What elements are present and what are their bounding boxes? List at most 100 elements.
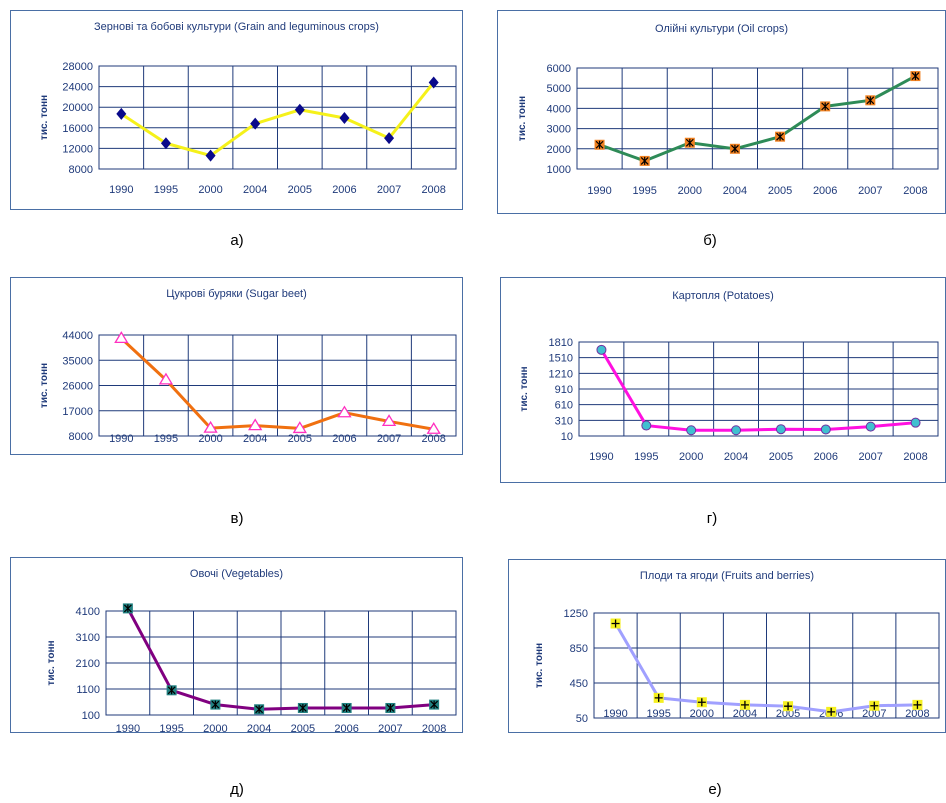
- x-tick-label: 2000: [678, 185, 702, 197]
- x-tick-label: 1995: [154, 433, 178, 445]
- x-tick-label: 2004: [723, 185, 747, 197]
- data-point: [684, 137, 695, 148]
- x-tick-label: 2005: [288, 184, 312, 196]
- x-tick-label: 1995: [634, 451, 658, 463]
- data-point-plus: [611, 619, 620, 628]
- chart-svg-sugar-beet: 8000 17000 26000 35000 44000 1990 1995 2000 2004…: [39, 330, 457, 445]
- y-tick-label: 4000: [547, 103, 571, 115]
- x-tick-label: 1995: [632, 185, 656, 197]
- data-point: [820, 424, 831, 435]
- x-tick-label: 1990: [109, 433, 133, 445]
- y-tick-label: 450: [570, 678, 588, 690]
- y-tick-label: 50: [576, 713, 588, 725]
- x-tick-label: 1995: [159, 723, 183, 734]
- chart-title: Овочі (Vegetables): [189, 568, 284, 580]
- x-tick-label: 1990: [116, 723, 140, 734]
- x-tick-label: 2006: [332, 184, 356, 196]
- caption-e: е): [708, 781, 722, 798]
- x-tick-label: 2008: [421, 184, 445, 196]
- x-tick-label: 2004: [247, 723, 271, 734]
- x-tick-label: 1990: [109, 184, 133, 196]
- x-tick-label: 1995: [646, 708, 670, 720]
- y-tick-label: 6000: [547, 63, 571, 75]
- x-tick-label: 2004: [243, 433, 267, 445]
- data-point: [775, 424, 786, 435]
- data-point: [122, 603, 133, 614]
- data-point: [910, 417, 921, 428]
- data-point-x: [342, 703, 351, 712]
- data-point: [653, 692, 664, 703]
- y-tick-label: 4100: [76, 606, 100, 618]
- data-point-x: [821, 102, 830, 111]
- y-tick-label: 1100: [76, 684, 100, 696]
- chart-title: Олійні культури (Oil crops): [654, 23, 789, 35]
- data-point-x: [866, 96, 875, 105]
- caption-b: б): [703, 232, 717, 249]
- chart-panel-fruits: Плоди та ягоди (Fruits and berries) 50 45…: [508, 559, 946, 733]
- y-tick-label: 910: [555, 384, 573, 396]
- data-point: [865, 95, 876, 106]
- data-point-x: [430, 700, 439, 709]
- data-point: [160, 137, 171, 150]
- series-line: [120, 337, 434, 431]
- series-line: [126, 607, 435, 711]
- y-axis-label: тис. тонн: [46, 640, 57, 685]
- y-axis-label: тис. тонн: [39, 95, 50, 140]
- x-tick-label: 2006: [332, 433, 356, 445]
- data-point: [729, 143, 740, 154]
- data-point: [297, 702, 308, 713]
- y-tick-label: 1810: [549, 337, 573, 349]
- data-point-x: [123, 604, 132, 613]
- y-tick-label: 44000: [62, 330, 93, 342]
- x-tick-label: 2000: [679, 451, 703, 463]
- series-line: [120, 81, 435, 158]
- y-tick-label: 850: [570, 643, 588, 655]
- data-point: [686, 425, 697, 436]
- x-tick-label: 2008: [421, 433, 445, 445]
- x-tick-label: 2007: [378, 723, 402, 734]
- data-point: [869, 700, 880, 711]
- data-point-x: [731, 144, 739, 153]
- data-point-x: [640, 156, 649, 165]
- data-point-plus: [827, 707, 836, 716]
- data-point: [205, 149, 216, 162]
- chart-panel-grain: Зернові та бобові культури (Grain and le…: [10, 10, 463, 210]
- chart-panel-potatoes: Картопля (Potatoes) 10 310 610 910 1210 1510 1…: [500, 277, 946, 483]
- x-tick-label: 2007: [858, 451, 882, 463]
- data-point: [337, 405, 352, 418]
- x-tick-label: 2005: [776, 708, 800, 720]
- chart-svg-grain: 8000 12000 16000 20000 24000 28000 1990 1995 200…: [39, 61, 457, 196]
- data-point-plus: [870, 701, 879, 710]
- y-tick-label: 1510: [549, 353, 573, 365]
- data-point-x: [167, 686, 176, 695]
- x-tick-label: 1990: [587, 185, 611, 197]
- x-tick-label: 2005: [768, 185, 792, 197]
- x-tick-label: 2005: [769, 451, 793, 463]
- series-line: [614, 622, 918, 714]
- chart-panel-vegetables: Овочі (Vegetables) 100 1100 2100 3100 4100 19…: [10, 557, 463, 734]
- x-tick-label: 2006: [334, 723, 358, 734]
- data-point: [426, 422, 441, 434]
- y-tick-label: 16000: [62, 123, 93, 135]
- data-point: [865, 421, 876, 432]
- data-point: [610, 618, 621, 629]
- data-point: [385, 702, 396, 713]
- y-tick-label: 2000: [547, 144, 571, 156]
- chart-panel-oil: Олійні культури (Oil crops) 1000 2000 3000…: [497, 10, 946, 214]
- y-tick-label: 8000: [69, 164, 93, 176]
- x-tick-label: 2008: [422, 723, 446, 734]
- series-line: [599, 74, 917, 163]
- data-point-x: [386, 703, 395, 712]
- data-point-plus: [740, 700, 749, 709]
- series-line: [600, 349, 916, 432]
- x-tick-label: 2005: [288, 433, 312, 445]
- data-point: [248, 418, 263, 431]
- data-point: [116, 107, 127, 120]
- y-tick-label: 10: [561, 431, 573, 443]
- data-point: [384, 132, 395, 145]
- data-point: [783, 701, 794, 712]
- data-point-x: [595, 140, 604, 149]
- chart-title: Картопля (Potatoes): [672, 290, 774, 302]
- x-tick-label: 2007: [377, 433, 401, 445]
